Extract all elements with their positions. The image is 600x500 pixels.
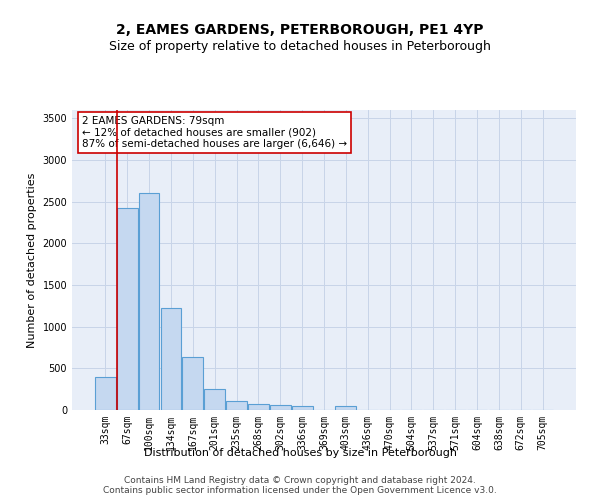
Text: 2, EAMES GARDENS, PETERBOROUGH, PE1 4YP: 2, EAMES GARDENS, PETERBOROUGH, PE1 4YP xyxy=(116,22,484,36)
Bar xyxy=(95,376,116,410)
Bar xyxy=(335,406,356,410)
Bar xyxy=(182,357,203,410)
Bar xyxy=(248,404,269,410)
Y-axis label: Number of detached properties: Number of detached properties xyxy=(27,172,37,348)
Bar xyxy=(139,194,160,410)
Text: Size of property relative to detached houses in Peterborough: Size of property relative to detached ho… xyxy=(109,40,491,53)
Bar xyxy=(226,401,247,410)
Bar xyxy=(204,389,225,410)
Bar xyxy=(117,208,137,410)
Bar xyxy=(161,308,181,410)
Bar xyxy=(270,405,290,410)
Text: 2 EAMES GARDENS: 79sqm
← 12% of detached houses are smaller (902)
87% of semi-de: 2 EAMES GARDENS: 79sqm ← 12% of detached… xyxy=(82,116,347,149)
Text: Contains HM Land Registry data © Crown copyright and database right 2024.
Contai: Contains HM Land Registry data © Crown c… xyxy=(103,476,497,495)
Text: Distribution of detached houses by size in Peterborough: Distribution of detached houses by size … xyxy=(143,448,457,458)
Bar xyxy=(292,406,313,410)
